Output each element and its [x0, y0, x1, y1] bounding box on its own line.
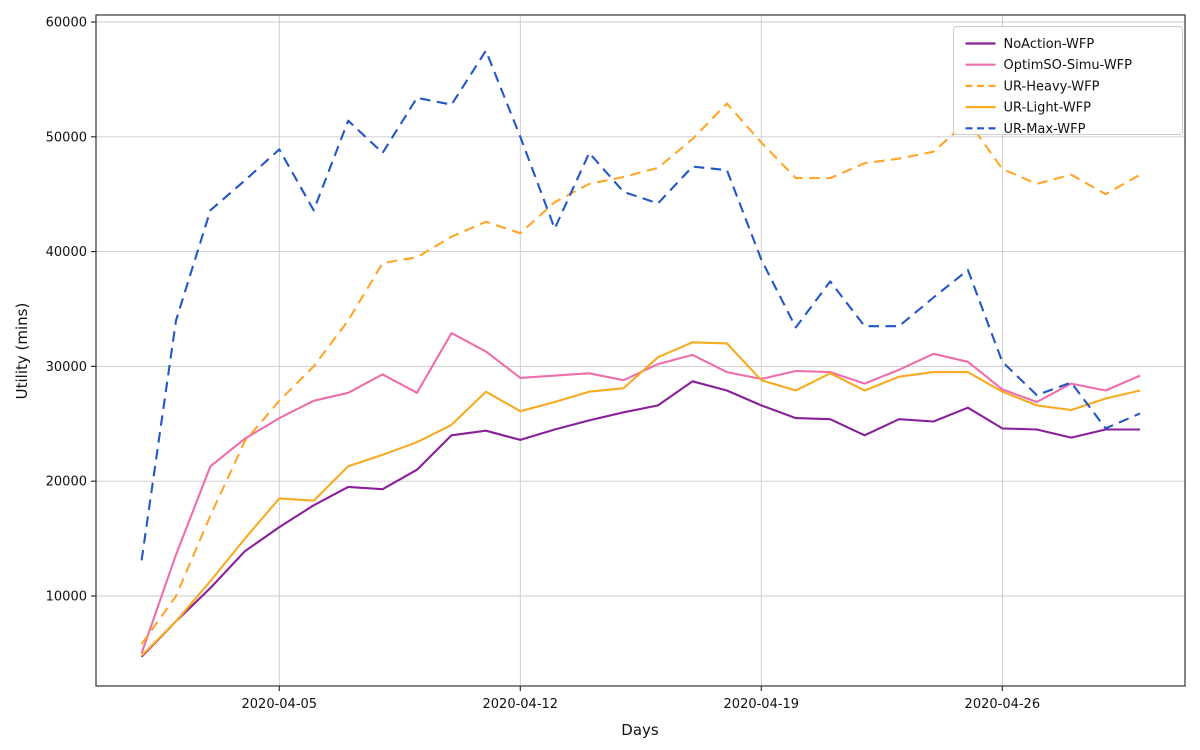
y-tick-label: 40000 [46, 245, 87, 260]
gridlines [96, 15, 1185, 686]
legend-item-label: UR-Max-WFP [1004, 122, 1086, 137]
x-tick-label: 2020-04-26 [965, 697, 1041, 712]
axis-ticks [91, 21, 1003, 691]
x-axis-label: Days [621, 721, 659, 739]
series-line-OptimSO-Simu-WFP [140, 332, 1141, 654]
legend-box [953, 26, 1183, 135]
y-tick-label: 20000 [46, 475, 87, 490]
legend: NoAction-WFP OptimSO-Simu-WFP UR-Heavy-WFP… [953, 26, 1183, 137]
y-tick-label: 30000 [46, 360, 87, 375]
x-tick-label: 2020-04-05 [242, 697, 318, 712]
legend-item-label: OptimSO-Simu-WFP [1004, 58, 1133, 73]
y-tick-label: 10000 [46, 590, 87, 605]
x-tick-label: 2020-04-12 [483, 697, 559, 712]
y-tick-label: 60000 [46, 16, 87, 31]
legend-item-label: NoAction-WFP [1004, 37, 1095, 52]
legend-item-label: UR-Light-WFP [1004, 101, 1092, 116]
y-axis-label: Utility (mins) [13, 303, 31, 400]
y-tick-label: 50000 [46, 130, 87, 145]
plot-border [95, 14, 1186, 687]
series-line-UR-Light-WFP [140, 341, 1141, 657]
series-line-NoAction-WFP [140, 380, 1140, 658]
x-tick-label: 2020-04-19 [724, 697, 800, 712]
data-series [140, 49, 1141, 658]
tick-labels: 10000 20000 30000 40000 50000 60000 2020-04-05… [46, 16, 1040, 713]
legend-item-label: UR-Heavy-WFP [1004, 79, 1100, 94]
